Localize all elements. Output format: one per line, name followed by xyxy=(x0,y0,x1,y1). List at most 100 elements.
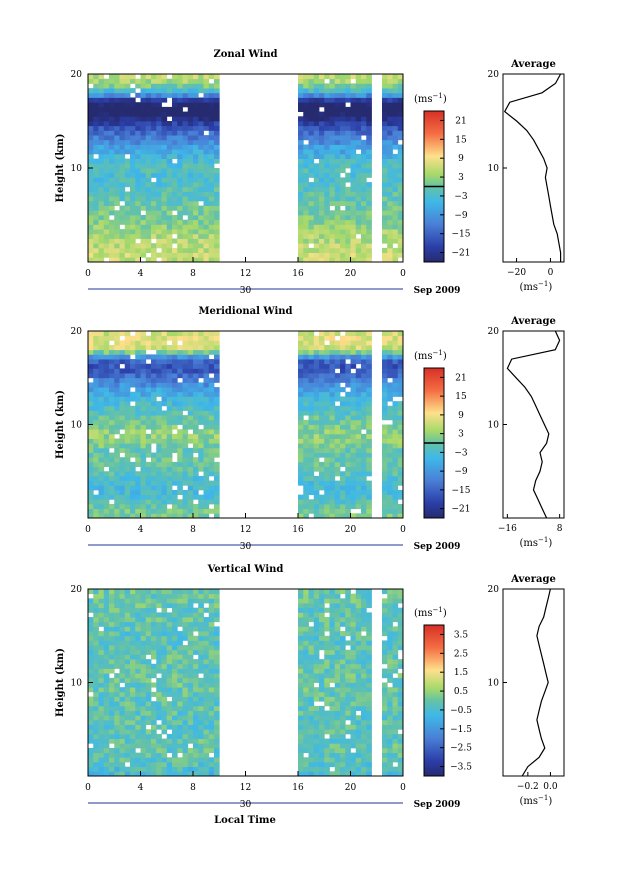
heatmap-cell xyxy=(298,429,304,435)
heatmap-cell xyxy=(392,443,399,449)
heatmap-cell xyxy=(334,215,341,221)
heatmap-cell xyxy=(124,238,131,244)
heatmap-cell xyxy=(329,508,336,514)
heatmap-cell xyxy=(130,607,136,613)
heatmap-cell xyxy=(187,215,194,221)
heatmap-cell xyxy=(340,766,346,772)
heatmap-cell xyxy=(355,387,362,393)
heatmap-cell xyxy=(161,92,168,98)
heatmap-cell xyxy=(350,457,357,463)
heatmap-cell xyxy=(324,471,330,477)
heatmap-cell xyxy=(366,74,372,80)
heatmap-cell xyxy=(172,433,178,439)
heatmap-cell xyxy=(214,182,220,188)
heatmap-cell xyxy=(187,433,194,439)
heatmap-cell xyxy=(355,499,362,505)
heatmap-cell xyxy=(366,186,372,192)
heatmap-cell xyxy=(130,377,136,383)
heatmap-cell xyxy=(130,345,136,351)
heatmap-cell xyxy=(208,682,215,688)
heatmap-cell xyxy=(187,168,194,174)
heatmap-cell xyxy=(198,172,204,178)
heatmap-cell xyxy=(119,405,126,411)
heatmap-cell xyxy=(361,438,367,444)
heatmap-cell xyxy=(166,715,173,721)
heatmap-cell xyxy=(109,654,115,660)
heatmap-cell xyxy=(93,452,99,458)
heatmap-cell xyxy=(387,438,393,444)
heatmap-cell xyxy=(177,229,183,235)
heatmap-cell xyxy=(387,466,393,472)
heatmap-cell xyxy=(182,257,189,263)
heatmap-cell xyxy=(119,724,126,730)
heatmap-cell xyxy=(208,415,215,421)
heatmap-cell xyxy=(151,92,157,98)
heatmap-cell xyxy=(182,589,189,595)
heatmap-cell xyxy=(214,335,220,341)
heatmap-cell xyxy=(303,168,309,174)
heatmap-cell xyxy=(103,589,110,595)
heatmap-cell xyxy=(208,219,215,225)
heatmap-cell xyxy=(350,111,357,117)
heatmap-cell xyxy=(103,701,110,707)
heatmap-cell xyxy=(324,359,330,365)
heatmap-cell xyxy=(193,331,199,337)
heatmap-cell xyxy=(340,429,346,435)
heatmap-cell xyxy=(324,168,330,174)
colorbar-unit-exp: −1 xyxy=(433,349,443,357)
heatmap-cell xyxy=(324,335,330,341)
heatmap-cell xyxy=(361,354,367,360)
heatmap-cell xyxy=(329,757,336,763)
heatmap-cell xyxy=(161,710,168,716)
heatmap-cell xyxy=(382,97,388,103)
heatmap-cell xyxy=(319,331,325,337)
heatmap-cell xyxy=(208,215,215,221)
heatmap-cell xyxy=(313,205,320,211)
heatmap-cell xyxy=(334,382,341,388)
heatmap-cell xyxy=(203,589,210,595)
heatmap-cell xyxy=(319,387,325,393)
heatmap-cell xyxy=(140,247,147,253)
heatmap-cell xyxy=(130,466,136,472)
heatmap-cell xyxy=(124,715,131,721)
heatmap-cell xyxy=(298,673,304,679)
heatmap-cell xyxy=(124,243,131,249)
heatmap-cell xyxy=(140,612,147,618)
heatmap-cell xyxy=(103,88,110,94)
heatmap-cell xyxy=(214,747,220,754)
heatmap-cell xyxy=(361,682,367,688)
heatmap-cell xyxy=(397,503,404,510)
heatmap-cell xyxy=(140,121,147,127)
colorbar-tick-label: 9 xyxy=(458,154,464,164)
heatmap-cell xyxy=(366,752,372,758)
heatmap-cell xyxy=(392,210,399,216)
heatmap-cell xyxy=(130,761,136,768)
heatmap-cell xyxy=(382,415,388,421)
heatmap-cell xyxy=(177,508,183,514)
heatmap-cell xyxy=(93,335,99,341)
heatmap-cell xyxy=(308,149,315,155)
heatmap-cell xyxy=(177,224,183,230)
heatmap-cell xyxy=(303,499,309,505)
heatmap-cell xyxy=(140,78,147,84)
heatmap-cell xyxy=(303,243,309,249)
heatmap-cell xyxy=(124,461,131,467)
heatmap-cell xyxy=(303,419,309,425)
heatmap-cell xyxy=(88,111,94,117)
heatmap-cell xyxy=(156,480,162,486)
heatmap-cell xyxy=(172,340,178,346)
heatmap-cell xyxy=(140,331,147,337)
heatmap-cell xyxy=(397,247,404,253)
heatmap-cell xyxy=(172,724,178,730)
heatmap-cell xyxy=(172,177,178,183)
heatmap-cell xyxy=(308,83,315,89)
heatmap-cell xyxy=(361,654,367,660)
heatmap-cell xyxy=(324,149,330,155)
heatmap-cell xyxy=(355,401,362,407)
heatmap-cell xyxy=(119,186,126,192)
heatmap-cell xyxy=(361,499,367,505)
heatmap-cell xyxy=(151,135,157,141)
heatmap-cell xyxy=(114,480,120,486)
heatmap-cell xyxy=(114,443,120,449)
heatmap-cell xyxy=(119,106,126,112)
